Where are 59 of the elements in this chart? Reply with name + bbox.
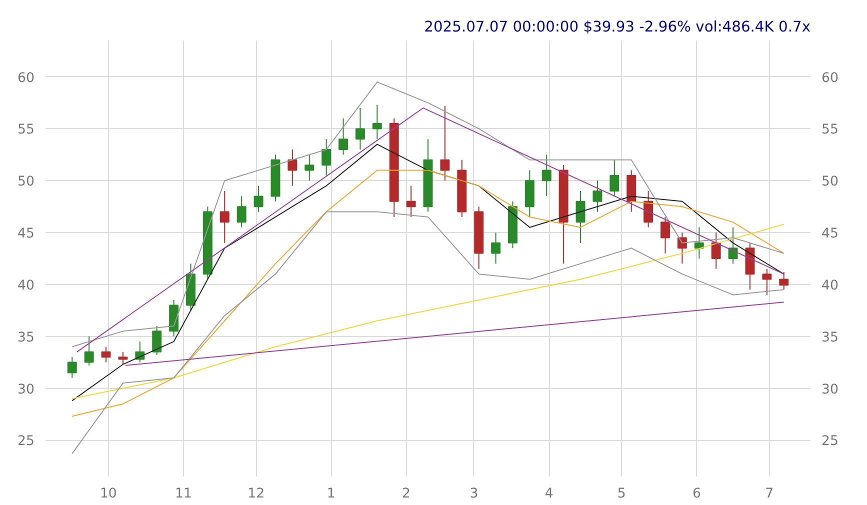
candlestick bbox=[355, 107, 365, 150]
line-series bbox=[72, 211, 784, 454]
candlestick bbox=[338, 118, 348, 156]
candlestick bbox=[728, 226, 738, 264]
chart-title: 2025.07.07 00:00:00 $39.93 -2.96% vol:486.4K 0.7x bbox=[424, 18, 811, 36]
x-tick-label: 2 bbox=[402, 486, 410, 502]
candlestick bbox=[779, 271, 789, 290]
line-series bbox=[72, 144, 784, 402]
line-series bbox=[72, 170, 784, 417]
candlestick bbox=[288, 149, 298, 186]
candlestick bbox=[84, 336, 94, 366]
x-tick-label: 4 bbox=[544, 486, 554, 502]
candlestick bbox=[67, 356, 77, 378]
x-tick-label: 3 bbox=[470, 486, 478, 502]
candlestick bbox=[762, 268, 772, 296]
candlestick bbox=[440, 105, 450, 182]
candlestick bbox=[304, 154, 314, 182]
candlestick bbox=[491, 232, 501, 264]
candlestick bbox=[322, 138, 332, 176]
candlestick bbox=[372, 104, 382, 140]
y-tick-label: 55 bbox=[18, 122, 35, 138]
candlestick bbox=[118, 351, 128, 365]
y2-tick-label: 55 bbox=[822, 122, 838, 138]
y-tick-label: 35 bbox=[18, 330, 35, 346]
candlestick bbox=[236, 196, 246, 228]
y-tick-label: 30 bbox=[18, 382, 35, 398]
y2-tick-label: 25 bbox=[822, 434, 838, 450]
candlestick bbox=[220, 190, 230, 244]
x-tick-label: 12 bbox=[248, 486, 265, 502]
x-tick-label: 10 bbox=[100, 486, 117, 502]
y-tick-label: 45 bbox=[18, 226, 35, 242]
y2-tick-label: 35 bbox=[822, 330, 838, 346]
x-tick-label: 1 bbox=[326, 486, 336, 502]
candlestick bbox=[610, 159, 620, 197]
y2-tick-label: 30 bbox=[822, 382, 838, 398]
candlestick bbox=[101, 346, 111, 363]
y-tick-label: 40 bbox=[18, 278, 35, 294]
candlestick bbox=[677, 232, 687, 264]
y2-tick-label: 45 bbox=[822, 226, 838, 242]
candlestick bbox=[542, 154, 552, 197]
candlestick bbox=[592, 180, 602, 212]
x-tick-label: 5 bbox=[617, 486, 626, 502]
candlestick bbox=[152, 325, 162, 356]
x-tick-label: 11 bbox=[175, 486, 192, 502]
candlestick bbox=[660, 216, 670, 254]
y-tick-label: 60 bbox=[18, 70, 35, 86]
y-tick-label: 25 bbox=[18, 434, 35, 450]
y2-tick-label: 40 bbox=[822, 278, 838, 294]
y2-tick-label: 60 bbox=[822, 70, 838, 86]
candlestick bbox=[711, 232, 721, 270]
candlestick bbox=[576, 190, 586, 244]
x-tick-label: 6 bbox=[692, 486, 701, 502]
y-tick-label: 50 bbox=[18, 174, 35, 190]
y2-tick-label: 50 bbox=[822, 174, 838, 190]
x-tick-label: 7 bbox=[765, 486, 774, 502]
line-series bbox=[72, 224, 784, 400]
candlestick bbox=[254, 185, 264, 212]
candlestick bbox=[644, 190, 654, 228]
candlestick bbox=[406, 185, 416, 218]
